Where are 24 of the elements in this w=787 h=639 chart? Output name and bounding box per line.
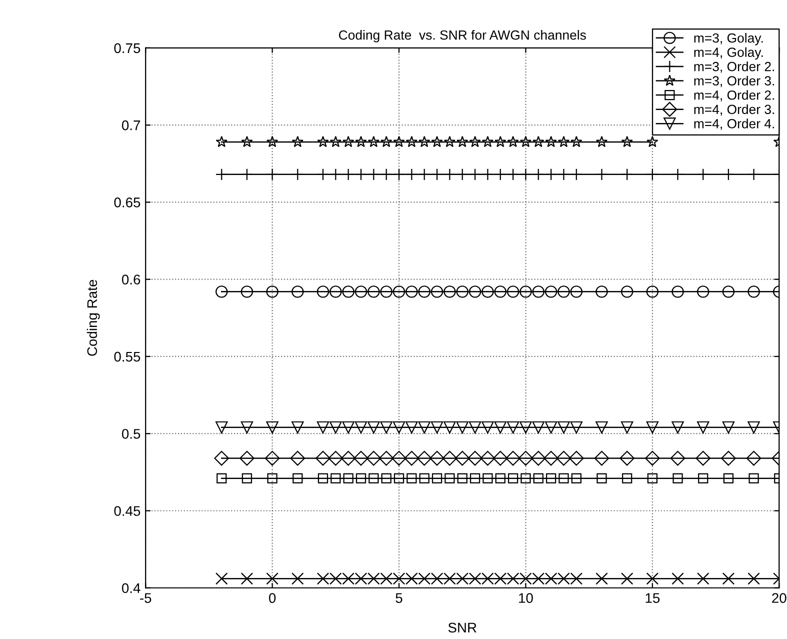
legend-label: m=4, Golay. [694,47,763,60]
chart-title: Coding Rate vs. SNR for AWGN channels [338,30,586,42]
x-tick-label: 10 [519,593,533,603]
y-tick-label: 0.4 [122,583,140,594]
x-tick-label: 15 [646,593,660,603]
y-tick-label: 0.65 [114,198,140,208]
legend-label: m=3, Order 2. [694,62,774,73]
y-tick-label: 0.6 [122,274,140,285]
y-tick-label: 0.45 [114,506,140,516]
y-axis-title: Coding Rate [86,280,100,356]
legend-label: m=3, Golay. [694,32,763,46]
legend-label: m=4, Order 3. [694,104,774,116]
y-tick-label: 0.5 [122,428,140,439]
y-tick-label: 0.55 [114,352,140,362]
x-axis-title: SNR [448,622,476,633]
x-tick-label: 0 [268,593,276,603]
y-tick-label: 0.75 [114,43,140,54]
x-tick-label: -5 [140,593,152,603]
legend-label: m=4, Order 4. [694,118,774,130]
x-tick-label: 5 [396,593,402,603]
legend-label: m=4, Order 2. [694,90,774,102]
x-tick-label: 20 [772,593,786,603]
legend-label: m=3, Order 3. [694,76,774,88]
y-tick-label: 0.7 [122,120,140,130]
